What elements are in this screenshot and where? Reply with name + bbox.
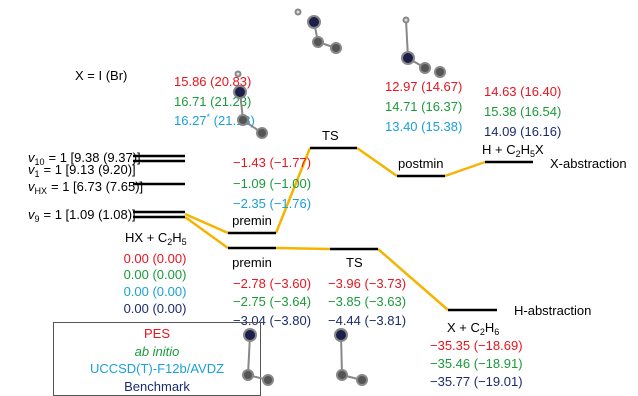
energy: 0.00 (0.00)	[124, 284, 187, 299]
energy: −3.04 (−3.80)	[233, 313, 311, 328]
state-label: TS	[346, 255, 363, 270]
energy: −3.85 (−3.63)	[328, 294, 406, 309]
energy: 13.40 (15.38)	[385, 119, 462, 134]
energy: 15.38 (16.54)	[484, 104, 561, 119]
path-title: H-abstraction	[514, 303, 591, 318]
energy: 14.09 (16.16)	[484, 124, 561, 139]
energy: 14.71 (16.37)	[385, 99, 462, 114]
energy: 0.00 (0.00)	[124, 267, 187, 282]
state-label: TS	[322, 128, 339, 143]
energy: 0.00 (0.00)	[124, 251, 187, 266]
note: X = I (Br)	[75, 68, 127, 83]
energy: 12.97 (14.67)	[385, 79, 462, 94]
energy: 0.00 (0.00)	[124, 301, 187, 316]
state-label: premin	[232, 255, 272, 270]
path-title: X-abstraction	[550, 156, 627, 171]
reactant-label: HX + C2H5	[125, 230, 187, 247]
energy: −2.35 (−1.76)	[233, 196, 311, 211]
energy: −35.46 (−18.91)	[430, 356, 523, 371]
legend-entry: UCCSD(T)-F12b/AVDZ	[90, 361, 224, 376]
legend-entry: Benchmark	[124, 379, 190, 394]
energy: −3.96 (−3.73)	[328, 276, 406, 291]
state-label: H + C2H5X	[482, 142, 544, 159]
energy: −4.44 (−3.81)	[328, 313, 406, 328]
molecule	[335, 329, 367, 385]
vib-label: vHX= 1 [6.73 (7.65)]	[28, 179, 143, 196]
molecule	[402, 18, 445, 78]
vib-label: v1= 1 [9.13 (9.20)]	[28, 162, 136, 179]
molecule	[243, 329, 273, 385]
energy-diagram: X = I (Br) v10= 1 [9.38 (9.37)] v1= 1 [9…	[0, 0, 638, 396]
state-label: postmin	[398, 156, 444, 171]
energy: −1.09 (−1.00)	[233, 176, 311, 191]
vib-label: v9= 1 [1.09 (1.08)]	[28, 207, 136, 224]
legend-entry: ab initio	[135, 344, 180, 359]
state-label: premin	[232, 213, 272, 228]
energy: −1.43 (−1.77)	[233, 155, 311, 170]
molecule	[296, 10, 342, 54]
energy: −2.78 (−3.60)	[233, 276, 311, 291]
energy: −2.75 (−3.64)	[233, 294, 311, 309]
legend-entry: PES	[144, 326, 170, 341]
energy: −35.35 (−18.69)	[430, 338, 523, 353]
energy: −35.77 (−19.01)	[430, 374, 523, 389]
state-label: X + C2H6	[447, 320, 499, 337]
energy: 14.63 (16.40)	[484, 84, 561, 99]
